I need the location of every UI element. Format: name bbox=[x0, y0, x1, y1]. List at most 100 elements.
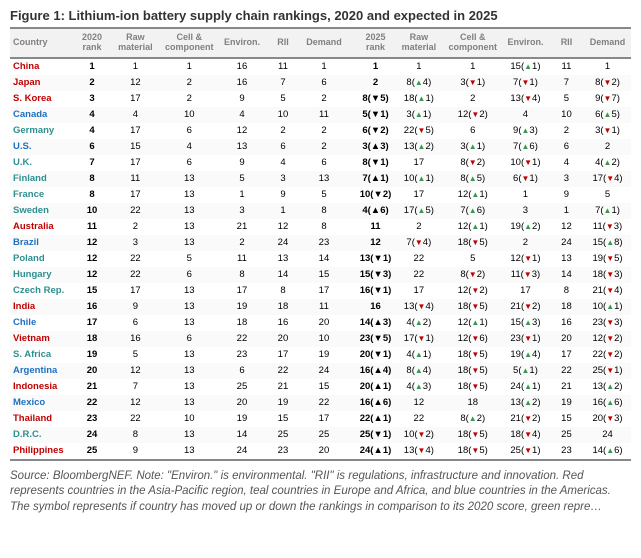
val2025-cell: 18(▼5) bbox=[443, 379, 502, 395]
val2020-cell: 10 bbox=[160, 107, 219, 123]
val2020-cell: 22 bbox=[265, 363, 300, 379]
gap-cell bbox=[347, 187, 356, 203]
val2020-cell: 5 bbox=[111, 347, 160, 363]
val2025-cell: 4(▲1) bbox=[394, 347, 443, 363]
val2025-cell: 8(▼2) bbox=[443, 155, 502, 171]
country-cell: Indonesia bbox=[10, 379, 73, 395]
table-row: D.R.C.2481314252525(▼1)10(▼2)18(▼5)18(▼4… bbox=[10, 427, 631, 443]
rank2020-cell: 6 bbox=[73, 139, 110, 155]
val2025-cell: 2 bbox=[394, 219, 443, 235]
val2020-cell: 17 bbox=[265, 347, 300, 363]
val2020-cell: 6 bbox=[160, 123, 219, 139]
country-cell: Argentina bbox=[10, 363, 73, 379]
val2025-cell: 7(▲1) bbox=[584, 203, 631, 219]
val2025-cell: 10(▲1) bbox=[584, 299, 631, 315]
val2025-cell: 12(▲1) bbox=[443, 187, 502, 203]
val2025-cell: 18(▼4) bbox=[502, 427, 549, 443]
val2025-cell: 13(▼4) bbox=[502, 91, 549, 107]
val2020-cell: 22 bbox=[111, 411, 160, 427]
gap-cell bbox=[347, 219, 356, 235]
val2025-cell: 22(▼2) bbox=[584, 347, 631, 363]
val2025-cell: 14(▲6) bbox=[584, 443, 631, 460]
rank2025-cell: 3(▲3) bbox=[357, 139, 394, 155]
val2020-cell: 6 bbox=[301, 155, 348, 171]
val2025-cell: 6(▲5) bbox=[584, 107, 631, 123]
val2025-cell: 23(▼1) bbox=[502, 331, 549, 347]
val2025-cell: 18(▼5) bbox=[443, 427, 502, 443]
val2025-cell: 10 bbox=[549, 107, 584, 123]
table-row: Sweden1022133184(▲6)17(▲5)7(▲6)317(▲1) bbox=[10, 203, 631, 219]
val2025-cell: 11(▼3) bbox=[584, 219, 631, 235]
val2020-cell: 1 bbox=[160, 58, 219, 75]
gap-cell bbox=[347, 363, 356, 379]
val2025-cell: 24 bbox=[584, 427, 631, 443]
val2020-cell: 13 bbox=[160, 315, 219, 331]
table-row: Finland8111353137(▲1)10(▲1)8(▲5)6(▼1)317… bbox=[10, 171, 631, 187]
rank2025-cell: 20(▼1) bbox=[357, 347, 394, 363]
gap-cell bbox=[347, 267, 356, 283]
val2025-cell: 14 bbox=[549, 267, 584, 283]
val2025-cell: 18 bbox=[443, 395, 502, 411]
rank2020-cell: 12 bbox=[73, 251, 110, 267]
val2025-cell: 4(▲2) bbox=[394, 315, 443, 331]
country-cell: S. Korea bbox=[10, 91, 73, 107]
country-cell: China bbox=[10, 58, 73, 75]
rank2020-cell: 23 bbox=[73, 411, 110, 427]
val2020-cell: 14 bbox=[219, 427, 266, 443]
val2025-cell: 24 bbox=[549, 235, 584, 251]
val2025-cell: 10(▲1) bbox=[394, 171, 443, 187]
val2025-cell: 22 bbox=[549, 363, 584, 379]
rank2020-cell: 17 bbox=[73, 315, 110, 331]
val2020-cell: 22 bbox=[219, 331, 266, 347]
val2020-cell: 11 bbox=[301, 107, 348, 123]
val2020-cell: 2 bbox=[111, 219, 160, 235]
gap-cell bbox=[347, 123, 356, 139]
table-row: S. Africa1951323171920(▼1)4(▲1)18(▼5)19(… bbox=[10, 347, 631, 363]
rank2025-cell: 1 bbox=[357, 58, 394, 75]
val2020-cell: 13 bbox=[160, 235, 219, 251]
val2025-cell: 8 bbox=[549, 283, 584, 299]
val2020-cell: 8 bbox=[265, 283, 300, 299]
val2025-cell: 8(▼2) bbox=[443, 267, 502, 283]
val2020-cell: 19 bbox=[265, 395, 300, 411]
rank2025-cell: 16(▼1) bbox=[357, 283, 394, 299]
val2025-cell: 12 bbox=[549, 219, 584, 235]
val2025-cell: 21(▼4) bbox=[584, 283, 631, 299]
country-cell: Hungary bbox=[10, 267, 73, 283]
val2020-cell: 24 bbox=[219, 443, 266, 460]
rank2025-cell: 16 bbox=[357, 299, 394, 315]
header-row: Country 2020 rank Raw material Cell & co… bbox=[10, 28, 631, 58]
val2020-cell: 16 bbox=[219, 75, 266, 91]
table-row: Chile1761318162014(▲3)4(▲2)12(▲1)15(▲3)1… bbox=[10, 315, 631, 331]
val2025-cell: 16 bbox=[549, 315, 584, 331]
val2020-cell: 7 bbox=[111, 379, 160, 395]
rank2025-cell: 13(▼1) bbox=[357, 251, 394, 267]
table-row: Czech Rep.1517131781716(▼1)1712(▼2)17821… bbox=[10, 283, 631, 299]
val2020-cell: 2 bbox=[301, 139, 348, 155]
col-rii25: RII bbox=[549, 28, 584, 58]
col-dem25: Demand bbox=[584, 28, 631, 58]
country-cell: Sweden bbox=[10, 203, 73, 219]
val2020-cell: 24 bbox=[265, 235, 300, 251]
country-cell: Philippines bbox=[10, 443, 73, 460]
rank2020-cell: 1 bbox=[73, 58, 110, 75]
val2025-cell: 3(▼1) bbox=[584, 123, 631, 139]
val2020-cell: 3 bbox=[219, 203, 266, 219]
country-cell: Vietnam bbox=[10, 331, 73, 347]
val2020-cell: 2 bbox=[301, 123, 348, 139]
rank2020-cell: 22 bbox=[73, 395, 110, 411]
gap-cell bbox=[347, 283, 356, 299]
val2020-cell: 17 bbox=[111, 187, 160, 203]
val2020-cell: 17 bbox=[111, 91, 160, 107]
val2020-cell: 6 bbox=[265, 139, 300, 155]
val2025-cell: 9(▲3) bbox=[502, 123, 549, 139]
val2020-cell: 2 bbox=[219, 235, 266, 251]
col-env25: Environ. bbox=[502, 28, 549, 58]
val2020-cell: 13 bbox=[160, 299, 219, 315]
rank2025-cell: 11 bbox=[357, 219, 394, 235]
val2020-cell: 20 bbox=[301, 443, 348, 460]
val2020-cell: 22 bbox=[301, 395, 348, 411]
val2020-cell: 18 bbox=[265, 299, 300, 315]
country-cell: Thailand bbox=[10, 411, 73, 427]
val2025-cell: 19 bbox=[549, 395, 584, 411]
